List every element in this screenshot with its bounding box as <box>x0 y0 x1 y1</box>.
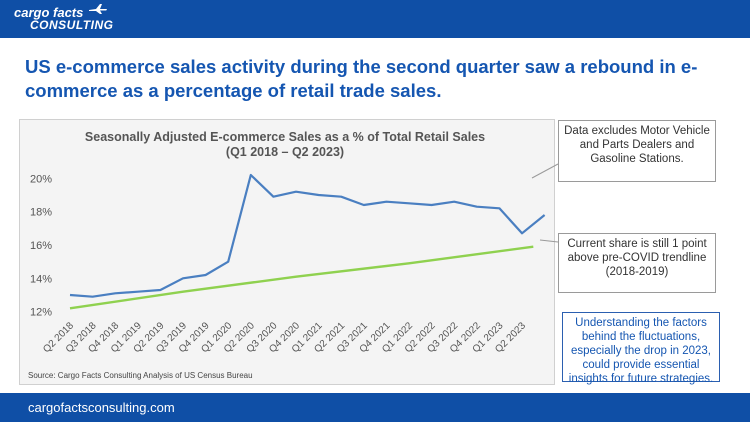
bottom-banner: cargofactsconsulting.com <box>0 393 750 422</box>
y-tick-label: 14% <box>30 273 52 285</box>
logo-line-1: cargo facts <box>14 5 84 20</box>
airplane-icon <box>89 4 107 14</box>
y-tick-label: 12% <box>30 307 52 319</box>
insight-note: Understanding the factors behind the flu… <box>562 312 720 385</box>
pre-covid-trendline <box>69 245 534 310</box>
y-tick-label: 18% <box>30 207 52 219</box>
page-headline: US e-commerce sales activity during the … <box>25 56 698 101</box>
y-tick-label: 16% <box>30 240 52 252</box>
trendline-note: Current share is still 1 point above pre… <box>558 233 716 293</box>
website-link[interactable]: cargofactsconsulting.com <box>28 400 175 415</box>
series-layer <box>69 173 546 310</box>
chart-title-line-2: (Q1 2018 – Q2 2023) <box>226 145 344 159</box>
chart-frame <box>19 119 555 385</box>
logo-line-2: CONSULTING <box>30 18 114 32</box>
ecommerce-share-line <box>69 173 546 298</box>
data-exclusion-note: Data excludes Motor Vehicle and Parts De… <box>558 120 716 182</box>
chart-source: Source: Cargo Facts Consulting Analysis … <box>28 371 253 380</box>
callout-2-pointer <box>539 239 559 243</box>
y-axis: 12% 14% 16% 18% 20% <box>30 173 52 318</box>
y-tick-label: 20% <box>30 173 52 185</box>
brand-logo: cargo facts CONSULTING <box>14 6 113 32</box>
callout-1-pointer <box>531 163 559 179</box>
top-banner: cargo facts CONSULTING <box>0 0 750 38</box>
chart-title-line-1: Seasonally Adjusted E-commerce Sales as … <box>85 130 485 144</box>
